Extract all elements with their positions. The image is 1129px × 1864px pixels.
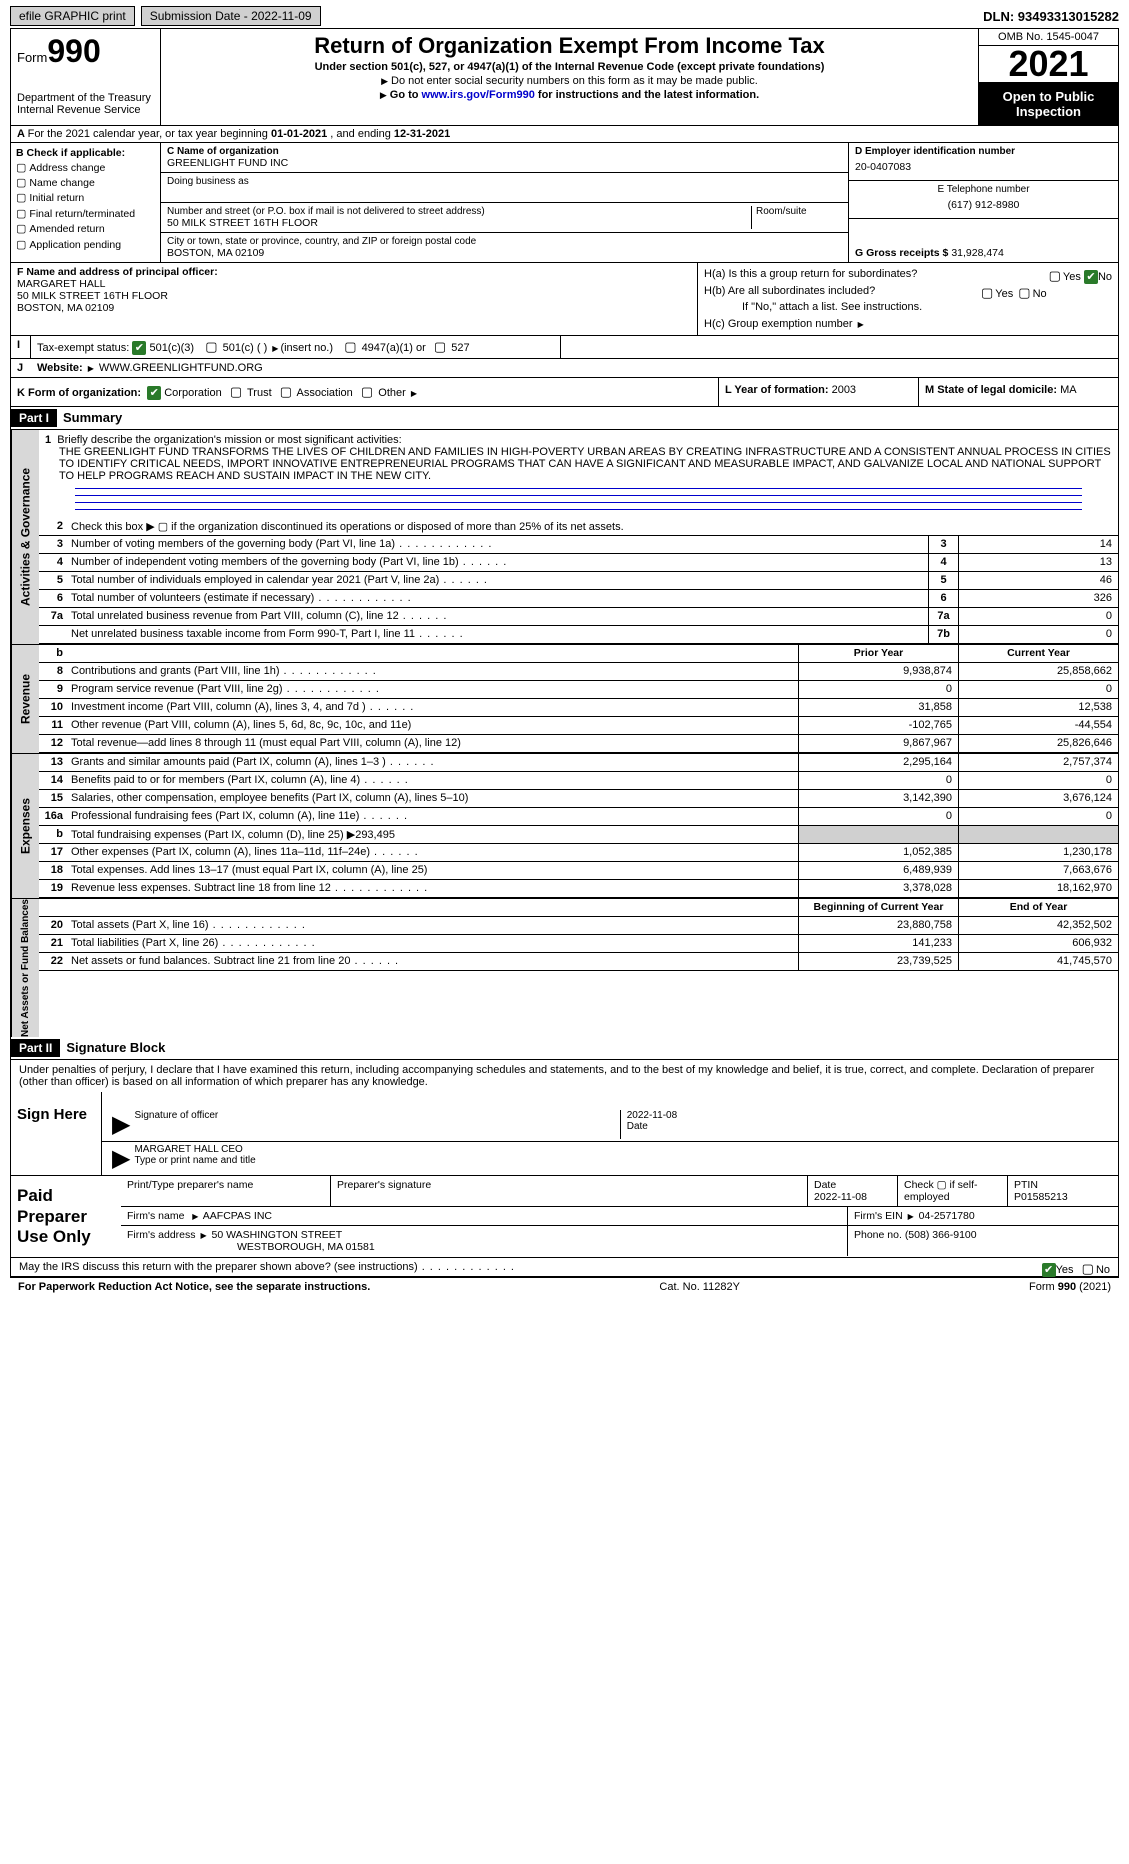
note-ssn: Do not enter social security numbers on … <box>169 75 970 87</box>
line-21: Total liabilities (Part X, line 26) <box>67 935 798 952</box>
arrow-icon: ▶ <box>108 1144 134 1173</box>
side-expenses: Expenses <box>11 754 39 898</box>
form-number: Form990 <box>17 33 154 70</box>
officer-cell: F Name and address of principal officer:… <box>11 263 698 335</box>
tel-cell: E Telephone number (617) 912-8980 <box>849 181 1118 219</box>
irs-label: Internal Revenue Service <box>17 104 154 116</box>
line-8: Contributions and grants (Part VIII, lin… <box>67 663 798 680</box>
line-4: Number of independent voting members of … <box>67 554 928 571</box>
check-icon: ✔ <box>132 341 146 355</box>
line-14: Benefits paid to or for members (Part IX… <box>67 772 798 789</box>
h-group: H(a) Is this a group return for subordin… <box>698 263 1118 335</box>
check-icon: ✔ <box>1084 270 1098 284</box>
line-2: Check this box ▶ ▢ if the organization d… <box>67 518 1118 535</box>
part2-header: Part IISignature Block <box>11 1037 1118 1060</box>
open-public: Open to Public Inspection <box>979 83 1118 125</box>
street-cell: Number and street (or P.O. box if mail i… <box>161 203 848 233</box>
line-22: Net assets or fund balances. Subtract li… <box>67 953 798 970</box>
check-icon: ✔ <box>147 386 161 400</box>
line-3: Number of voting members of the governin… <box>67 536 928 553</box>
line-12: Total revenue—add lines 8 through 11 (mu… <box>67 735 798 752</box>
submission-btn[interactable]: Submission Date - 2022-11-09 <box>141 6 321 26</box>
line-9: Program service revenue (Part VIII, line… <box>67 681 798 698</box>
mission-label: Briefly describe the organization's miss… <box>57 434 401 446</box>
row-a-tax-year: A For the 2021 calendar year, or tax yea… <box>11 126 1118 143</box>
form-subtitle: Under section 501(c), 527, or 4947(a)(1)… <box>169 61 970 73</box>
dln: DLN: 93493313015282 <box>983 9 1119 24</box>
chk-initial[interactable]: Initial return <box>16 191 155 206</box>
line-19: Revenue less expenses. Subtract line 18 … <box>67 880 798 897</box>
chk-pending[interactable]: Application pending <box>16 238 155 253</box>
paid-preparer-label: Paid Preparer Use Only <box>11 1176 121 1257</box>
line-15: Salaries, other compensation, employee b… <box>67 790 798 807</box>
line-17: Other expenses (Part IX, column (A), lin… <box>67 844 798 861</box>
side-net: Net Assets or Fund Balances <box>11 899 39 1037</box>
arrow-icon: ▶ <box>108 1110 134 1139</box>
line-13: Grants and similar amounts paid (Part IX… <box>67 754 798 771</box>
check-icon: ✔ <box>1042 1263 1056 1277</box>
dba-cell: Doing business as <box>161 173 848 203</box>
line-6: Total number of volunteers (estimate if … <box>67 590 928 607</box>
line-11: Other revenue (Part VIII, column (A), li… <box>67 717 798 734</box>
org-name-cell: C Name of organization GREENLIGHT FUND I… <box>161 143 848 173</box>
line-20: Total assets (Part X, line 16) <box>67 917 798 934</box>
dept-treasury: Department of the Treasury <box>17 92 154 104</box>
form-title: Return of Organization Exempt From Incom… <box>169 33 970 59</box>
chk-name[interactable]: Name change <box>16 176 155 191</box>
note-link: Go to www.irs.gov/Form990 for instructio… <box>169 89 970 101</box>
chk-final[interactable]: Final return/terminated <box>16 207 155 222</box>
col-b-checkboxes: B Check if applicable: Address change Na… <box>11 143 161 262</box>
line-5: Total number of individuals employed in … <box>67 572 928 589</box>
form-outer: Form990 Department of the Treasury Inter… <box>10 28 1119 1278</box>
line-16a: Professional fundraising fees (Part IX, … <box>67 808 798 825</box>
line-7b: Net unrelated business taxable income fr… <box>67 626 928 643</box>
irs-link[interactable]: www.irs.gov/Form990 <box>422 89 535 101</box>
part1-header: Part ISummary <box>11 407 1118 430</box>
discuss-row: May the IRS discuss this return with the… <box>11 1258 1118 1277</box>
gross-cell: G Gross receipts $ 31,928,474 <box>849 219 1118 262</box>
footer: For Paperwork Reduction Act Notice, see … <box>10 1278 1119 1296</box>
side-revenue: Revenue <box>11 645 39 753</box>
city-cell: City or town, state or province, country… <box>161 233 848 262</box>
side-activities: Activities & Governance <box>11 430 39 644</box>
sig-declaration: Under penalties of perjury, I declare th… <box>11 1060 1118 1092</box>
ein-cell: D Employer identification number 20-0407… <box>849 143 1118 181</box>
chk-address[interactable]: Address change <box>16 161 155 176</box>
line-18: Total expenses. Add lines 13–17 (must eq… <box>67 862 798 879</box>
tax-year: 2021 <box>979 46 1118 83</box>
line-16b: Total fundraising expenses (Part IX, col… <box>67 826 798 843</box>
top-bar: efile GRAPHIC print Submission Date - 20… <box>10 6 1119 26</box>
line-10: Investment income (Part VIII, column (A)… <box>67 699 798 716</box>
line-7a: Total unrelated business revenue from Pa… <box>67 608 928 625</box>
mission-text: THE GREENLIGHT FUND TRANSFORMS THE LIVES… <box>59 446 1112 482</box>
chk-amended[interactable]: Amended return <box>16 222 155 237</box>
sign-here: Sign Here <box>11 1092 101 1175</box>
efile-btn[interactable]: efile GRAPHIC print <box>10 6 135 26</box>
